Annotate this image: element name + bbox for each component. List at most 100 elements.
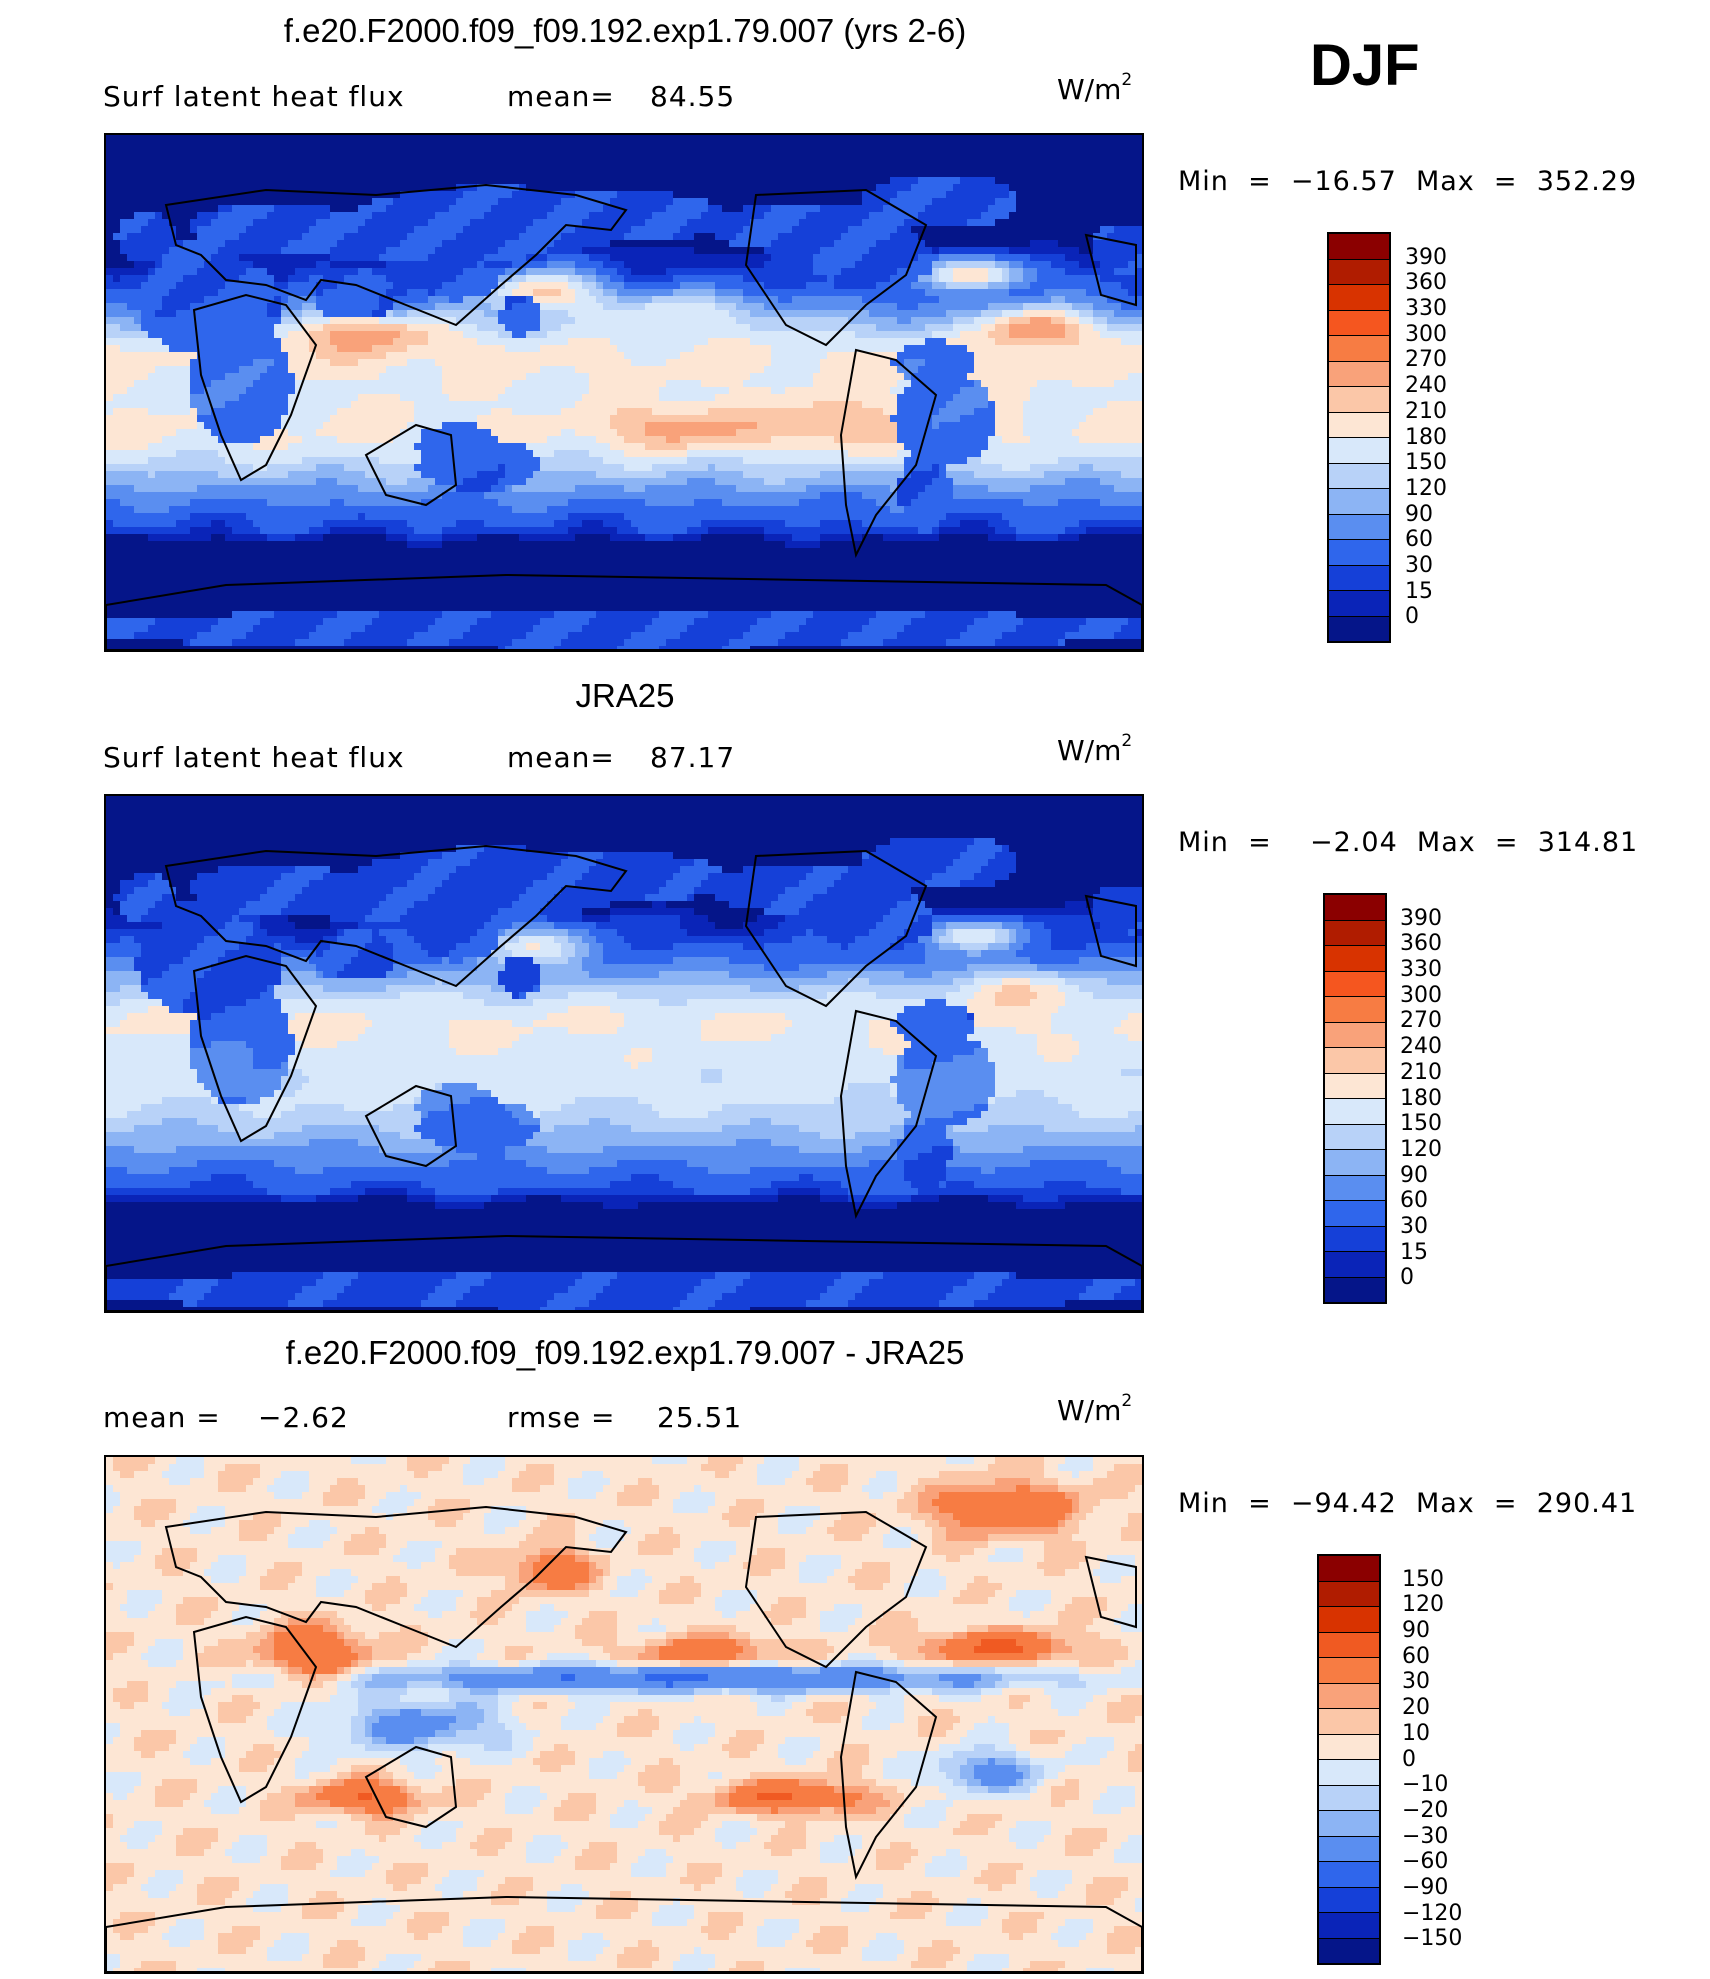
- colorbar-segment: [1319, 1760, 1379, 1786]
- colorbar-segment: [1325, 1099, 1385, 1125]
- colorbar-tick-label: 0: [1402, 1748, 1416, 1771]
- colorbar-tick-label: −60: [1402, 1851, 1448, 1873]
- colorbar-tick-label: −10: [1402, 1774, 1448, 1796]
- colorbar-segment: [1319, 1683, 1379, 1709]
- colorbar-segment: [1329, 463, 1389, 489]
- panel3-map: [104, 1455, 1144, 1974]
- colorbar-tick-label: 270: [1405, 349, 1447, 371]
- colorbar-tick-label: −30: [1402, 1825, 1448, 1848]
- coastline: [192, 954, 318, 1143]
- colorbar-tick-label: 30: [1402, 1671, 1430, 1693]
- colorbar-tick-label: −150: [1402, 1928, 1462, 1950]
- coastline: [106, 1234, 1142, 1311]
- coastline: [106, 573, 1142, 650]
- colorbar-segment: [1325, 1252, 1385, 1278]
- colorbar-segment: [1325, 1150, 1385, 1176]
- colorbar-tick-label: 390: [1400, 907, 1442, 930]
- colorbar-segment: [1319, 1913, 1379, 1939]
- panel3-rmse-value: 25.51: [657, 1401, 742, 1434]
- colorbar-tick-label: 60: [1400, 1190, 1428, 1212]
- coastline: [839, 1009, 938, 1220]
- colorbar-segment: [1329, 361, 1389, 387]
- colorbar-segment: [1329, 565, 1389, 591]
- colorbar-segment: [1319, 1887, 1379, 1913]
- colorbar-segment: [1329, 616, 1389, 641]
- colorbar-tick-label: 300: [1400, 984, 1442, 1007]
- colorbar-tick-label: 330: [1400, 959, 1442, 981]
- coastline: [192, 293, 318, 482]
- colorbar-tick-label: 120: [1402, 1594, 1444, 1616]
- colorbar-segment: [1325, 1201, 1385, 1227]
- coastline: [164, 183, 628, 327]
- colorbar-tick-label: 60: [1405, 529, 1433, 551]
- colorbar-tick-label: 180: [1400, 1087, 1442, 1110]
- colorbar-segment: [1325, 1175, 1385, 1201]
- colorbar-tick-label: 360: [1400, 933, 1442, 955]
- colorbar-segment: [1319, 1581, 1379, 1607]
- colorbar-segment: [1325, 1226, 1385, 1252]
- colorbar-segment: [1329, 591, 1389, 617]
- colorbar-segment: [1329, 387, 1389, 413]
- colorbar-tick-label: 210: [1400, 1061, 1442, 1084]
- panel3-colorbar: [1317, 1554, 1381, 1965]
- colorbar-segment: [1319, 1836, 1379, 1862]
- colorbar-segment: [1319, 1811, 1379, 1837]
- colorbar-segment: [1329, 336, 1389, 362]
- colorbar-tick-label: −120: [1402, 1902, 1462, 1925]
- panel2-map: [104, 794, 1144, 1313]
- colorbar-tick-label: −20: [1402, 1799, 1448, 1822]
- colorbar-segment: [1319, 1632, 1379, 1658]
- panel2-variable: Surf latent heat flux: [103, 741, 405, 774]
- colorbar-tick-label: 240: [1400, 1036, 1442, 1058]
- colorbar-tick-label: 15: [1400, 1241, 1428, 1264]
- colorbar-tick-label: 150: [1402, 1568, 1444, 1591]
- panel3-rmse-label: rmse =: [507, 1401, 615, 1434]
- panel2-mean-value: 87.17: [650, 741, 735, 774]
- colorbar-segment: [1329, 310, 1389, 336]
- colorbar-tick-label: 360: [1405, 272, 1447, 294]
- colorbar-segment: [1325, 1277, 1385, 1302]
- coastline: [839, 348, 938, 559]
- colorbar-tick-label: 240: [1405, 375, 1447, 397]
- panel3-mean-value: −2.62: [258, 1401, 349, 1434]
- panel1-title: f.e20.F2000.f09_f09.192.exp1.79.007 (yrs…: [105, 12, 1145, 50]
- colorbar-segment: [1329, 438, 1389, 464]
- panel3-colorbar-labels: 150 120 90 60 30 20 10 0 −10 −20 −30 −60 −90 −120 −150: [1402, 1554, 1492, 1965]
- panel1-units: W/m2: [1057, 70, 1132, 106]
- panel1-colorbar: [1327, 232, 1391, 643]
- colorbar-segment: [1325, 946, 1385, 972]
- coastline: [164, 844, 628, 988]
- colorbar-segment: [1325, 997, 1385, 1023]
- colorbar-segment: [1319, 1734, 1379, 1760]
- panel1-variable: Surf latent heat flux: [103, 80, 405, 113]
- panel3-units: W/m2: [1057, 1391, 1132, 1427]
- colorbar-segment: [1319, 1658, 1379, 1684]
- panel2-minmax: Min = −2.04 Max = 314.81: [1178, 827, 1638, 858]
- coastline: [744, 188, 928, 347]
- colorbar-tick-label: 15: [1405, 580, 1433, 603]
- colorbar-segment: [1325, 971, 1385, 997]
- panel3-contour-map: [106, 1457, 1142, 1972]
- colorbar-tick-label: 270: [1400, 1010, 1442, 1032]
- coastline: [744, 1510, 928, 1669]
- colorbar-tick-label: 180: [1405, 426, 1447, 449]
- colorbar-tick-label: 150: [1405, 452, 1447, 474]
- coastline: [364, 1084, 458, 1168]
- colorbar-tick-label: 30: [1400, 1215, 1428, 1238]
- colorbar-segment: [1329, 259, 1389, 285]
- colorbar-tick-label: 150: [1400, 1113, 1442, 1135]
- colorbar-segment: [1319, 1709, 1379, 1735]
- panel2-colorbar: [1323, 893, 1387, 1304]
- colorbar-tick-label: 20: [1402, 1697, 1430, 1719]
- colorbar-tick-label: 90: [1405, 503, 1433, 526]
- coastline: [364, 1745, 458, 1829]
- panel2-contour-map: [106, 796, 1142, 1311]
- colorbar-tick-label: −90: [1402, 1876, 1448, 1899]
- panel1-mean-value: 84.55: [650, 80, 735, 113]
- season-label: DJF: [1310, 32, 1420, 99]
- coastline: [744, 849, 928, 1008]
- colorbar-tick-label: 90: [1400, 1164, 1428, 1187]
- colorbar-segment: [1329, 234, 1389, 260]
- colorbar-segment: [1325, 1048, 1385, 1074]
- coastline: [1084, 1555, 1137, 1629]
